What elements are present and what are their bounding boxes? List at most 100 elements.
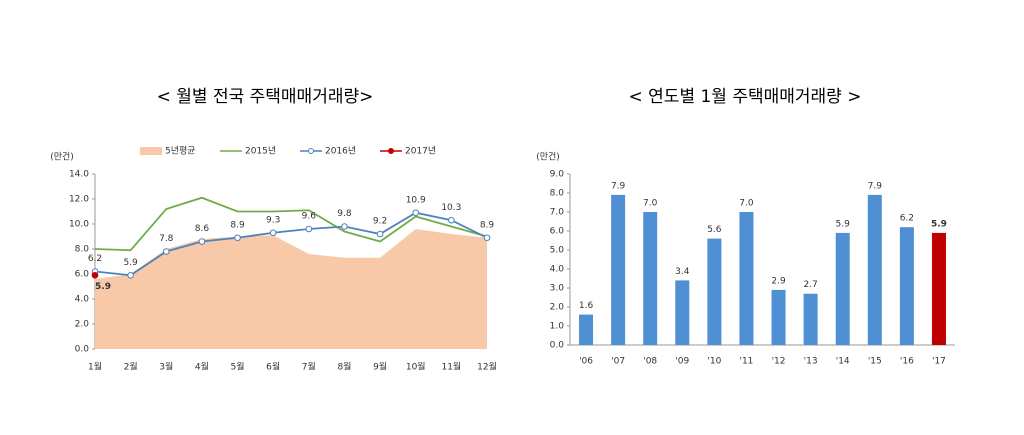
data-label: 9.8 (337, 209, 352, 219)
x-tick-label: 8월 (337, 361, 351, 373)
legend-label: 2015년 (245, 146, 276, 157)
y-axis-label: (만건) (50, 152, 74, 163)
y-tick-label: 6.0 (75, 270, 90, 280)
x-tick-label: '13 (804, 357, 818, 367)
x-tick-label: '06 (579, 357, 593, 367)
data-label: 7.8 (159, 234, 174, 244)
bar (739, 212, 754, 345)
line (94, 211, 488, 277)
data-label: 7.0 (739, 199, 754, 209)
bar (835, 232, 850, 345)
y-tick-label: 14.0 (69, 170, 89, 180)
legend-marker (308, 148, 314, 154)
y-tick-label: 4.0 (550, 265, 565, 275)
x-tick-label: '15 (868, 357, 882, 367)
data-label: 5.9 (123, 258, 138, 268)
marker (162, 248, 170, 255)
data-label: 5.9 (95, 282, 111, 292)
y-tick-label: 1.0 (550, 322, 565, 332)
x-tick-label: 2월 (124, 361, 138, 373)
data-label: 5.6 (707, 225, 722, 235)
y-tick-label: 0.0 (550, 341, 565, 351)
y-tick-label: 2.0 (550, 303, 565, 313)
bar (867, 194, 882, 345)
x-tick-label: 7월 (302, 361, 316, 373)
bar (643, 212, 658, 345)
x-tick-label: '09 (675, 357, 689, 367)
data-label: 10.3 (441, 203, 461, 213)
x-tick-label: '07 (611, 357, 625, 367)
data-label: 8.9 (230, 220, 245, 230)
y-tick-label: 0.0 (75, 345, 90, 355)
y-tick-label: 10.0 (69, 220, 89, 230)
legend-label: 5년평균 (165, 146, 196, 157)
data-label: 6.2 (88, 254, 102, 264)
data-label: 5.9 (836, 219, 851, 229)
x-tick-label: '11 (739, 357, 753, 367)
legend-label: 2017년 (405, 146, 436, 157)
x-tick-label: 6월 (266, 361, 280, 373)
y-tick-label: 4.0 (75, 295, 90, 305)
chart: < 연도별 1월 주택매매거래량 > (만건) 0.0 1.0 2.0 3.0 4.0 5.0… (536, 87, 955, 367)
bar (707, 238, 722, 345)
marker (91, 271, 99, 279)
data-label: 9.6 (302, 212, 317, 222)
x-tick-label: '10 (707, 357, 721, 367)
data-label: 2.7 (803, 280, 817, 290)
x-tick-label: '16 (900, 357, 914, 367)
marker (376, 230, 384, 238)
marker (341, 223, 348, 230)
data-label: 7.0 (643, 199, 658, 209)
marker (483, 234, 491, 242)
data-label: 8.9 (480, 220, 495, 230)
x-tick-label: 12월 (477, 361, 497, 373)
bar (579, 314, 594, 345)
y-tick-label: 2.0 (75, 320, 90, 330)
x-tick-label: 9월 (373, 361, 387, 373)
data-label: 10.9 (406, 195, 426, 205)
bar (611, 194, 626, 345)
data-label: 2.9 (771, 276, 786, 286)
chart: < 월별 전국 주택매매거래량> (만건) 0.0 2.0 4.0 6.0 8.0 10.0 1… (50, 87, 497, 373)
y-tick-label: 3.0 (550, 284, 565, 294)
marker (269, 229, 277, 237)
marker (127, 271, 134, 279)
data-label: 9.3 (266, 215, 280, 225)
x-tick-label: '08 (643, 357, 657, 367)
x-tick-label: 3월 (159, 361, 173, 373)
bar (931, 232, 946, 345)
marker (198, 238, 206, 245)
area (95, 229, 487, 349)
y-tick-label: 5.0 (550, 246, 565, 256)
x-tick-label: 4월 (195, 361, 209, 373)
bar (675, 280, 690, 345)
data-label: 8.6 (195, 224, 210, 234)
legend-label: 2016년 (325, 146, 356, 157)
line (94, 196, 488, 252)
data-label: 3.4 (675, 267, 690, 277)
x-tick-label: '14 (836, 357, 850, 367)
x-tick-label: '12 (772, 357, 786, 367)
legend-swatch (140, 147, 162, 155)
legend-marker (388, 148, 394, 154)
x-tick-label: 10월 (406, 361, 426, 373)
y-tick-label: 12.0 (69, 195, 89, 205)
marker (448, 216, 455, 224)
data-label: 7.9 (868, 181, 883, 191)
chart-title: < 월별 전국 주택매매거래량> (157, 87, 374, 107)
data-label: 6.2 (900, 214, 914, 224)
data-label: 9.2 (373, 217, 387, 227)
bar (771, 289, 786, 345)
x-tick-label: 11월 (441, 361, 461, 373)
y-tick-label: 8.0 (550, 189, 565, 199)
x-tick-label: '17 (932, 357, 946, 367)
chart-title: < 연도별 1월 주택매매거래량 > (629, 87, 862, 107)
y-tick-label: 6.0 (550, 227, 565, 237)
y-tick-label: 8.0 (75, 245, 90, 255)
bar (803, 293, 818, 345)
marker (305, 225, 313, 233)
bar (899, 227, 914, 345)
y-tick-label: 7.0 (550, 208, 565, 218)
data-label: 7.9 (611, 181, 626, 191)
